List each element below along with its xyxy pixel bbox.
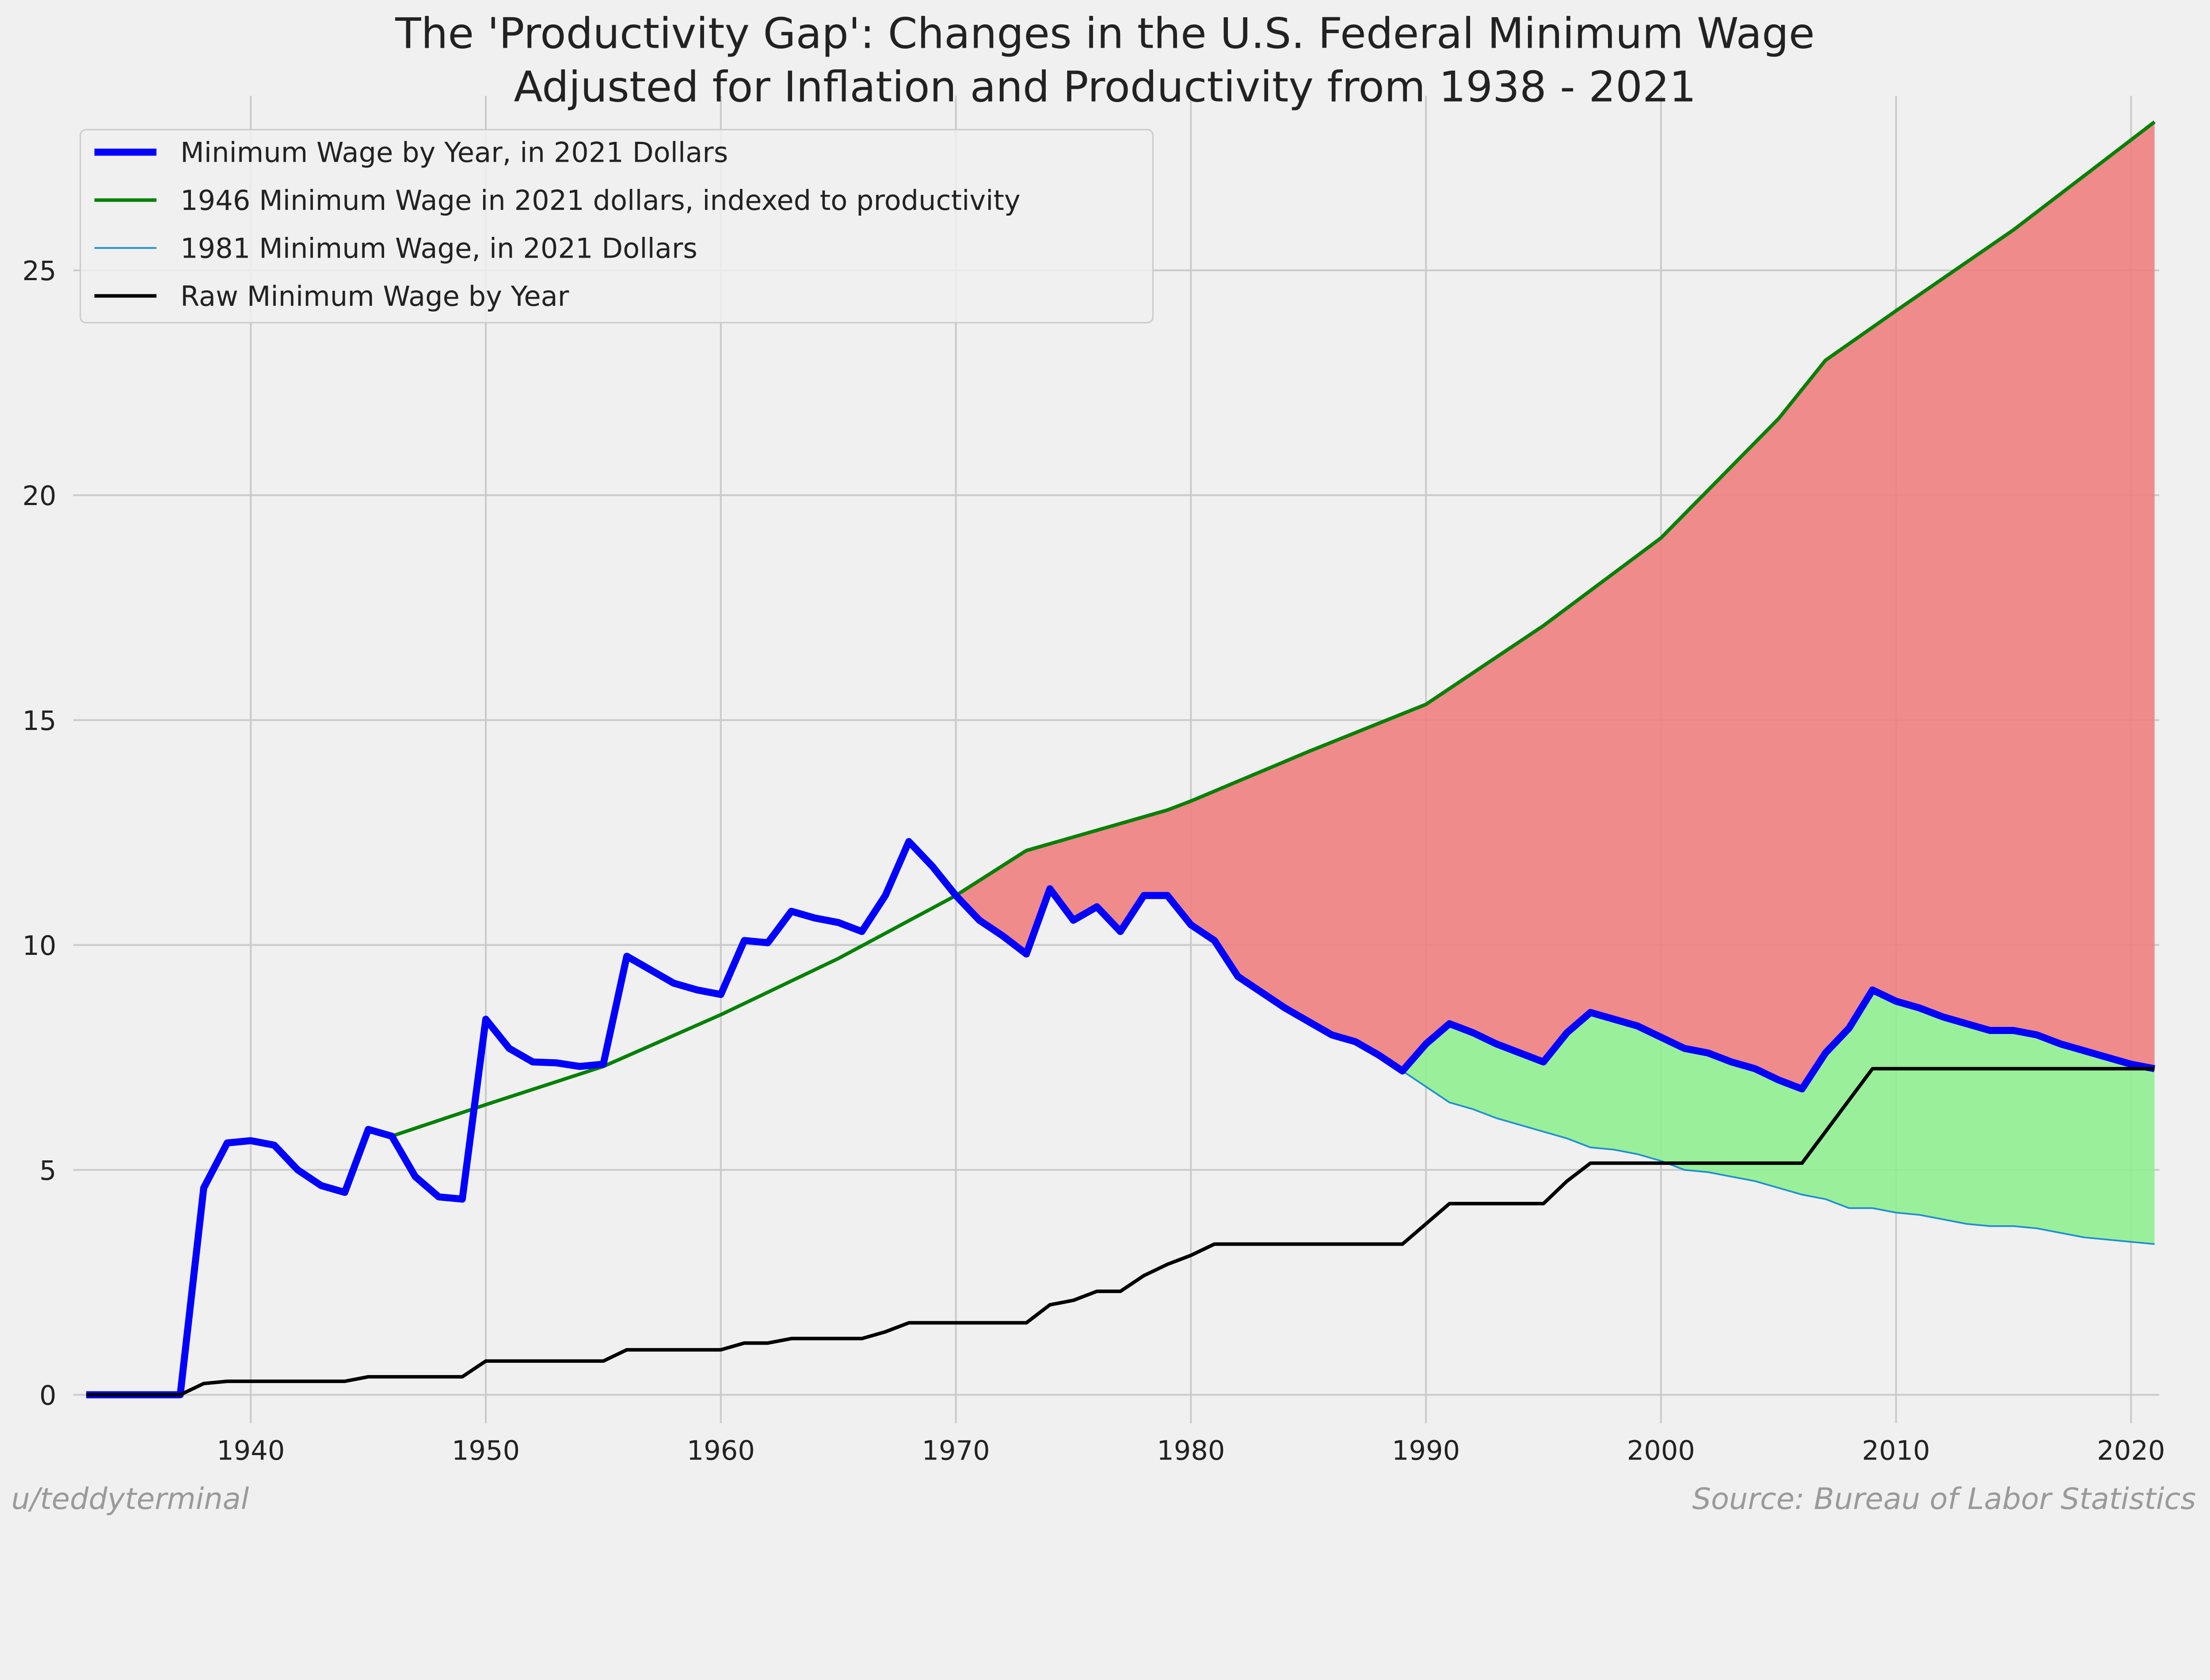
x-tick-label: 1940 bbox=[217, 1436, 285, 1467]
series-lines bbox=[86, 120, 2156, 1399]
fills bbox=[956, 122, 2155, 1244]
y-tick-label: 0 bbox=[39, 1380, 57, 1411]
x-tick-label: 1970 bbox=[922, 1436, 990, 1467]
x-tick-label: 1960 bbox=[687, 1436, 755, 1467]
tick-labels: 1940 1950 1960 1970 1980 1990 2000 2010 2020 0 5 10… bbox=[22, 256, 2165, 1466]
series-line bbox=[86, 838, 2156, 1399]
footer-author: u/teddyterminal bbox=[11, 1482, 249, 1516]
y-tick-label: 15 bbox=[22, 706, 56, 737]
legend-label: Raw Minimum Wage by Year bbox=[180, 280, 569, 312]
x-tick-label: 2000 bbox=[1627, 1436, 1695, 1467]
y-tick-label: 20 bbox=[22, 481, 56, 512]
x-tick-label: 2010 bbox=[1862, 1436, 1930, 1467]
legend-box bbox=[80, 129, 1154, 323]
legend: Minimum Wage by Year, in 2021 Dollars 194… bbox=[80, 129, 1154, 323]
fill-area bbox=[956, 122, 2155, 1089]
x-tick-label: 2020 bbox=[2097, 1436, 2165, 1467]
legend-label: 1981 Minimum Wage, in 2021 Dollars bbox=[180, 232, 697, 265]
chart-title-line-2: Adjusted for Inflation and Productivity … bbox=[514, 62, 1696, 112]
x-tick-label: 1980 bbox=[1157, 1436, 1225, 1467]
series-line bbox=[86, 1067, 2155, 1397]
legend-label: 1946 Minimum Wage in 2021 dollars, index… bbox=[180, 184, 1020, 217]
series-line bbox=[1402, 1070, 2155, 1245]
chart-title-line-1: The 'Productivity Gap': Changes in the U… bbox=[395, 8, 1814, 58]
series-line bbox=[391, 120, 2156, 1138]
x-tick-label: 1990 bbox=[1392, 1436, 1460, 1467]
x-tick-label: 1950 bbox=[452, 1436, 520, 1467]
y-tick-label: 25 bbox=[22, 256, 56, 287]
y-tick-label: 10 bbox=[22, 931, 56, 962]
fill-area bbox=[1402, 990, 2155, 1244]
y-tick-label: 5 bbox=[39, 1155, 57, 1186]
footer-source: Source: Bureau of Labor Statistics bbox=[1692, 1482, 2196, 1516]
chart: 1940 1950 1960 1970 1980 1990 2000 2010 2020 0 5 10… bbox=[11, 8, 2196, 1517]
legend-label: Minimum Wage by Year, in 2021 Dollars bbox=[180, 137, 728, 169]
